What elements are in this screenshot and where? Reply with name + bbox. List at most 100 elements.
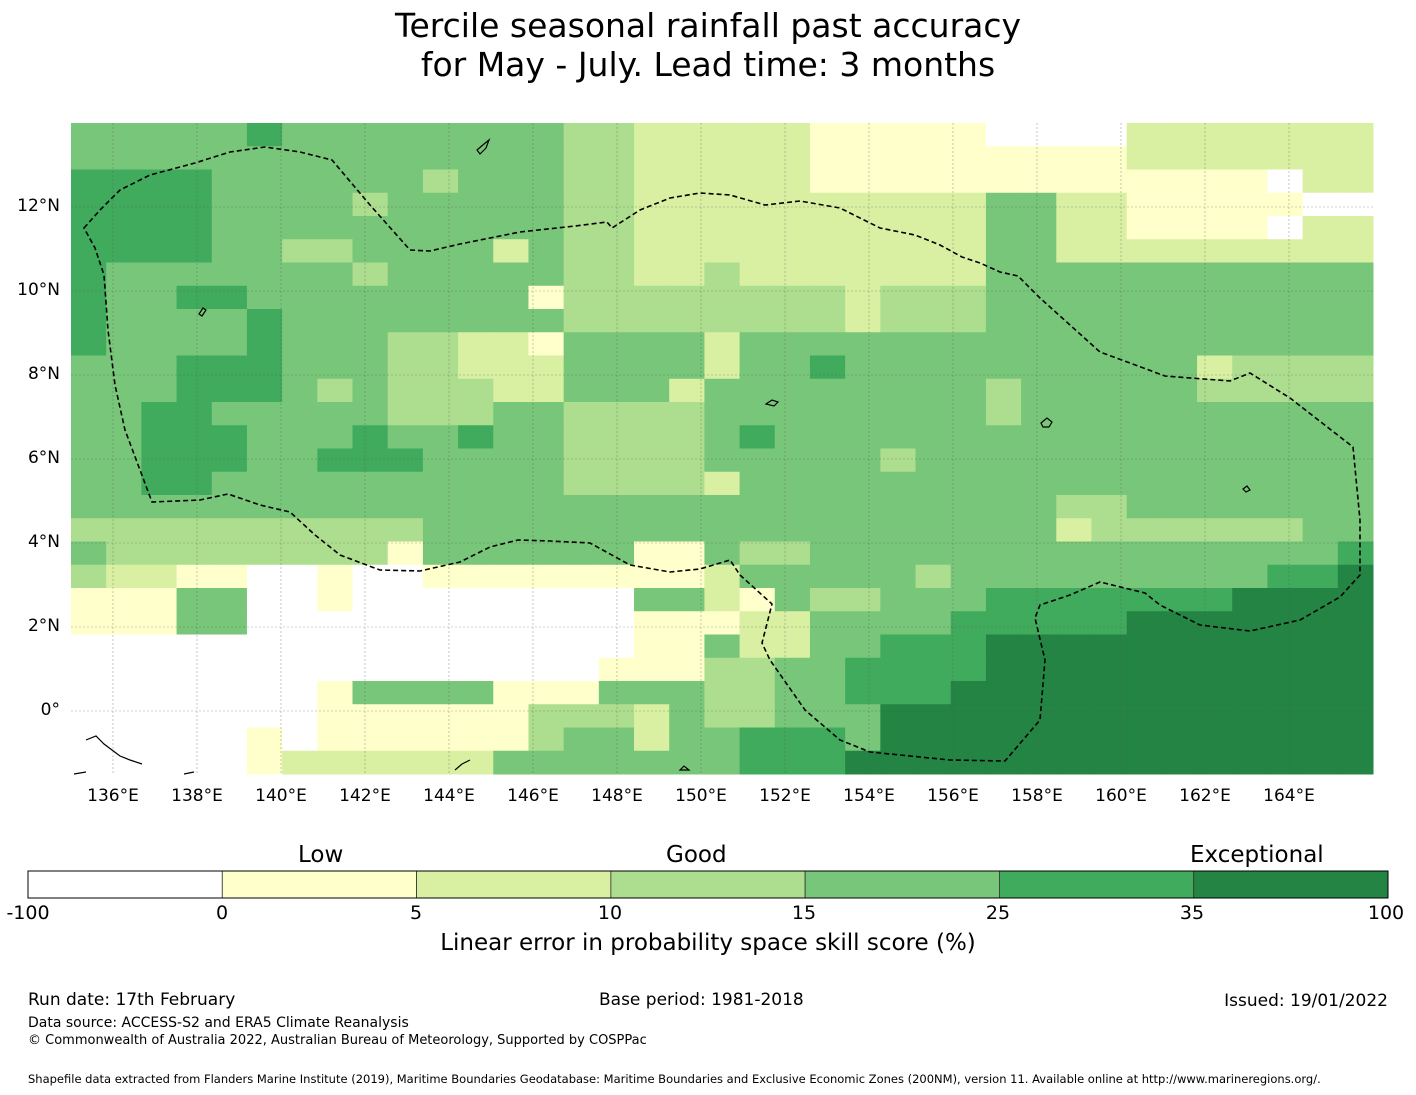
skill-grid-cell — [1126, 750, 1163, 775]
skill-grid-cell — [352, 146, 389, 170]
skill-grid-cell — [880, 355, 917, 380]
skill-grid-cell — [246, 239, 283, 263]
skill-grid-cell — [1021, 355, 1057, 380]
skill-grid-cell — [1232, 727, 1268, 752]
skill-grid-cell — [246, 727, 283, 752]
skill-grid-cell — [634, 285, 670, 310]
skill-grid-cell — [1267, 285, 1304, 310]
skill-grid-cell — [739, 541, 776, 566]
colorbar-tick-label: 25 — [985, 902, 1011, 924]
skill-grid-cell — [1197, 541, 1233, 566]
skill-grid-cell — [915, 657, 952, 682]
skill-grid-cell — [669, 332, 705, 356]
skill-grid-cell — [493, 611, 529, 635]
skill-grid-cell — [845, 588, 881, 612]
skill-grid-cell — [1021, 495, 1057, 519]
skill-grid-cell — [1161, 471, 1198, 496]
skill-grid-cell — [493, 495, 529, 519]
skill-grid-cell — [1056, 564, 1092, 589]
skill-grid-cell — [1056, 704, 1092, 728]
skill-grid-cell — [1091, 495, 1128, 519]
skill-grid-cell — [880, 169, 917, 194]
skill-grid-cell — [493, 216, 529, 240]
skill-grid-cell — [845, 727, 881, 752]
skill-grid-cell — [141, 332, 178, 356]
skill-grid-cell — [739, 750, 776, 775]
skill-grid-cell — [598, 657, 635, 682]
skill-grid-cell — [1126, 285, 1163, 310]
skill-grid-cell — [1091, 402, 1128, 426]
skill-grid-cell — [493, 588, 529, 612]
skill-grid-cell — [563, 239, 600, 263]
colorbar-outline — [27, 870, 1389, 899]
skill-grid-cell — [915, 332, 952, 356]
skill-grid-cell — [387, 471, 424, 496]
skill-grid-cell — [774, 425, 811, 449]
skill-grid-cell — [106, 378, 142, 403]
skill-grid-cell — [422, 309, 459, 333]
skill-grid-cell — [880, 495, 917, 519]
skill-grid-cell — [141, 309, 178, 333]
skill-grid-cell — [1302, 727, 1339, 752]
skill-grid-cell — [880, 657, 917, 682]
skill-grid-cell — [528, 239, 565, 263]
skill-grid-cell — [387, 727, 424, 752]
skill-grid-cell — [739, 681, 776, 705]
skill-grid-cell — [985, 541, 1022, 566]
skill-grid-cell — [1021, 309, 1057, 333]
skill-grid-cell — [598, 192, 635, 217]
skill-grid-cell — [211, 518, 248, 542]
skill-grid-cell — [669, 634, 705, 659]
skill-grid-cell — [809, 262, 846, 287]
skill-grid-cell — [1197, 704, 1233, 728]
skill-grid-cell — [1126, 146, 1163, 170]
skill-grid-cell — [1232, 378, 1268, 403]
skill-grid-cell — [774, 262, 811, 287]
skill-grid-cell — [317, 332, 354, 356]
skill-grid-cell — [422, 634, 459, 659]
skill-grid-cell — [880, 239, 917, 263]
skill-grid-cell — [1232, 169, 1268, 194]
skill-grid-cell — [1126, 634, 1163, 659]
skill-grid-cell — [1161, 239, 1198, 263]
skill-grid-cell — [176, 750, 213, 775]
skill-grid-cell — [282, 239, 318, 263]
skill-grid-cell — [915, 681, 952, 705]
skill-grid-cell — [282, 681, 318, 705]
skill-grid-cell — [1337, 495, 1374, 519]
skill-grid-cell — [950, 169, 987, 194]
skill-grid-cell — [704, 634, 741, 659]
skill-grid-cell — [528, 541, 565, 566]
skill-grid-cell — [598, 169, 635, 194]
skill-grid-cell — [915, 146, 952, 170]
skill-grid-cell — [950, 425, 987, 449]
skill-grid-cell — [915, 425, 952, 449]
skill-grid-cell — [880, 704, 917, 728]
skill-grid-cell — [598, 681, 635, 705]
skill-grid-cell — [1161, 262, 1198, 287]
skill-grid-cell — [598, 495, 635, 519]
skill-grid-cell — [1232, 750, 1268, 775]
skill-grid-cell — [458, 402, 494, 426]
skill-grid-cell — [915, 262, 952, 287]
skill-grid-cell — [1302, 332, 1339, 356]
skill-grid-cell — [141, 192, 178, 217]
skill-grid-cell — [493, 657, 529, 682]
lat-label-4n: 4°N — [27, 532, 60, 552]
skill-grid-cell — [1091, 588, 1128, 612]
skill-grid-cell — [141, 727, 178, 752]
map-gridlines — [71, 123, 1373, 774]
skill-grid-cell — [1126, 378, 1163, 403]
skill-grid-cell — [1267, 750, 1304, 775]
skill-grid-cell — [176, 611, 213, 635]
colorbar-segment — [416, 870, 612, 899]
skill-grid-cell — [1197, 285, 1233, 310]
skill-grid-cell — [598, 727, 635, 752]
skill-grid-cell — [739, 611, 776, 635]
skill-grid-cell — [845, 332, 881, 356]
skill-grid-cell — [1056, 192, 1092, 217]
skill-grid-cell — [880, 216, 917, 240]
skill-grid-cell — [1337, 564, 1374, 589]
skill-grid-cell — [1161, 541, 1198, 566]
skill-grid-cell — [1302, 611, 1339, 635]
